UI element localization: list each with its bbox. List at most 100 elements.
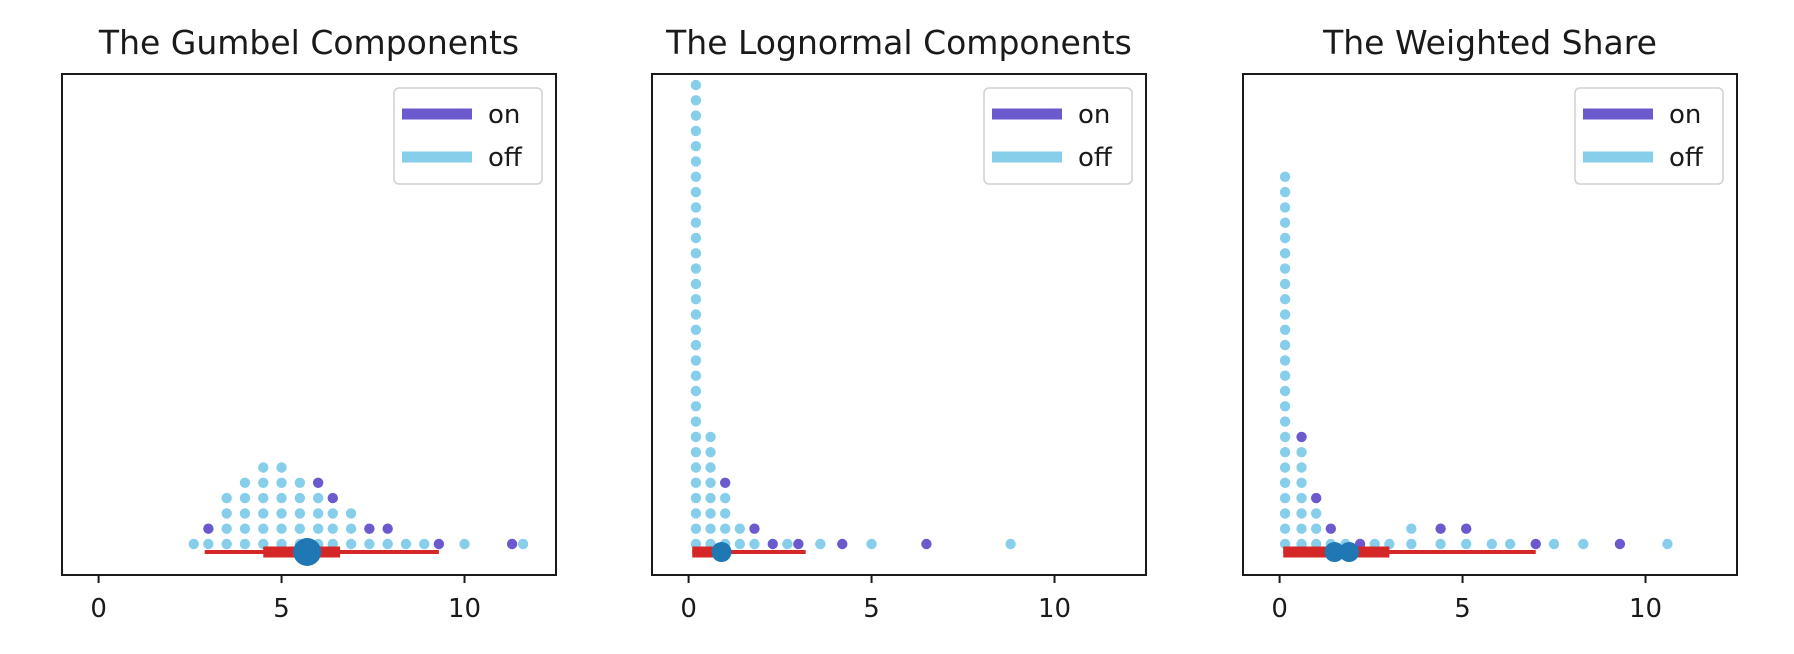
data-dot bbox=[690, 110, 702, 121]
data-dot bbox=[705, 462, 716, 473]
data-dot bbox=[312, 477, 324, 488]
data-dot bbox=[239, 538, 251, 550]
data-dot bbox=[1279, 294, 1291, 305]
data-dot bbox=[1310, 523, 1322, 534]
data-dot bbox=[690, 523, 702, 534]
data-dot bbox=[276, 508, 287, 519]
data-dot bbox=[1279, 278, 1291, 290]
x-tick-label: 0 bbox=[680, 594, 697, 624]
data-dot bbox=[327, 492, 338, 504]
data-dot bbox=[1279, 477, 1291, 488]
data-dot bbox=[690, 79, 702, 91]
data-dot bbox=[749, 523, 760, 534]
data-dot bbox=[690, 416, 702, 427]
data-dot bbox=[1279, 401, 1291, 412]
data-dot bbox=[312, 492, 324, 504]
data-dot bbox=[382, 538, 393, 550]
data-dot bbox=[276, 523, 287, 534]
data-dot bbox=[719, 523, 731, 534]
data-dot bbox=[1406, 523, 1417, 534]
panel-weighted-share: The Weighted Share 0 5 10 on off bbox=[1242, 23, 1738, 624]
data-dot bbox=[690, 462, 702, 473]
x-tick-label: 0 bbox=[90, 594, 107, 624]
data-dot bbox=[221, 508, 232, 519]
data-dot bbox=[690, 339, 702, 351]
data-dot bbox=[294, 492, 306, 504]
x-tick-label: 5 bbox=[863, 594, 880, 624]
data-dot bbox=[1279, 447, 1291, 458]
data-dot bbox=[221, 492, 232, 504]
data-dot bbox=[705, 508, 716, 519]
data-dot bbox=[690, 385, 702, 397]
data-dot bbox=[1662, 538, 1673, 550]
data-dot bbox=[1279, 324, 1291, 335]
legend-label-on: on bbox=[1669, 100, 1701, 130]
data-dot bbox=[1310, 508, 1322, 519]
data-dot bbox=[188, 538, 199, 550]
data-dot bbox=[690, 309, 702, 320]
data-dot bbox=[276, 492, 287, 504]
x-tick-label: 10 bbox=[1629, 594, 1662, 624]
data-dot bbox=[690, 324, 702, 335]
x-tick-label: 5 bbox=[1454, 594, 1471, 624]
data-dot bbox=[690, 186, 702, 198]
data-dot bbox=[382, 523, 393, 534]
data-dot bbox=[506, 538, 518, 550]
data-dot bbox=[327, 523, 338, 534]
data-dot bbox=[690, 217, 702, 228]
data-dot bbox=[690, 156, 702, 167]
data-dot bbox=[1279, 492, 1291, 504]
data-dot bbox=[767, 538, 778, 550]
data-dot bbox=[1279, 523, 1291, 534]
data-dot bbox=[690, 355, 702, 366]
data-dot bbox=[837, 538, 848, 550]
data-dot bbox=[312, 523, 324, 534]
legend-label-on: on bbox=[1078, 100, 1110, 130]
data-dot bbox=[276, 477, 287, 488]
data-dot bbox=[203, 523, 214, 534]
legend-label-on: on bbox=[488, 100, 520, 130]
data-dot bbox=[690, 508, 702, 519]
data-dot bbox=[690, 171, 702, 182]
data-dot bbox=[239, 508, 251, 519]
legend-label-off: off bbox=[1078, 143, 1113, 173]
data-dot bbox=[1296, 431, 1307, 443]
data-dot bbox=[1435, 538, 1446, 550]
x-tick-label: 10 bbox=[1038, 594, 1071, 624]
data-dot bbox=[345, 508, 357, 519]
data-dot bbox=[690, 95, 702, 106]
data-dot bbox=[364, 523, 375, 534]
data-dot bbox=[1279, 385, 1291, 397]
x-tick-label: 0 bbox=[1271, 594, 1288, 624]
data-dot bbox=[921, 538, 932, 550]
data-dot bbox=[1614, 538, 1626, 550]
panel-gumbel-components: The Gumbel Components 0 5 10 on off bbox=[61, 23, 557, 624]
data-dot bbox=[1325, 523, 1337, 534]
data-dot bbox=[1279, 370, 1291, 381]
data-dot bbox=[1296, 447, 1307, 458]
data-dot bbox=[1310, 492, 1322, 504]
panel-title: The Lognormal Components bbox=[665, 23, 1132, 62]
data-dot bbox=[258, 477, 269, 488]
data-dot bbox=[1279, 309, 1291, 320]
data-dot bbox=[419, 538, 430, 550]
data-dot bbox=[705, 477, 716, 488]
data-dot bbox=[749, 538, 760, 550]
data-dot bbox=[1504, 538, 1516, 550]
data-dot bbox=[312, 508, 324, 519]
data-dot bbox=[1296, 508, 1307, 519]
data-dot bbox=[258, 508, 269, 519]
data-dot bbox=[203, 538, 214, 550]
data-dot bbox=[793, 538, 804, 550]
data-dot bbox=[1279, 462, 1291, 473]
data-dot bbox=[1578, 538, 1589, 550]
point-estimate-dot bbox=[1339, 542, 1360, 562]
data-dot bbox=[690, 248, 702, 259]
data-dot bbox=[239, 523, 251, 534]
data-dot bbox=[1279, 171, 1291, 182]
data-dot bbox=[690, 294, 702, 305]
data-dot bbox=[719, 477, 731, 488]
data-dot bbox=[1279, 431, 1291, 443]
data-dot bbox=[1435, 523, 1446, 534]
